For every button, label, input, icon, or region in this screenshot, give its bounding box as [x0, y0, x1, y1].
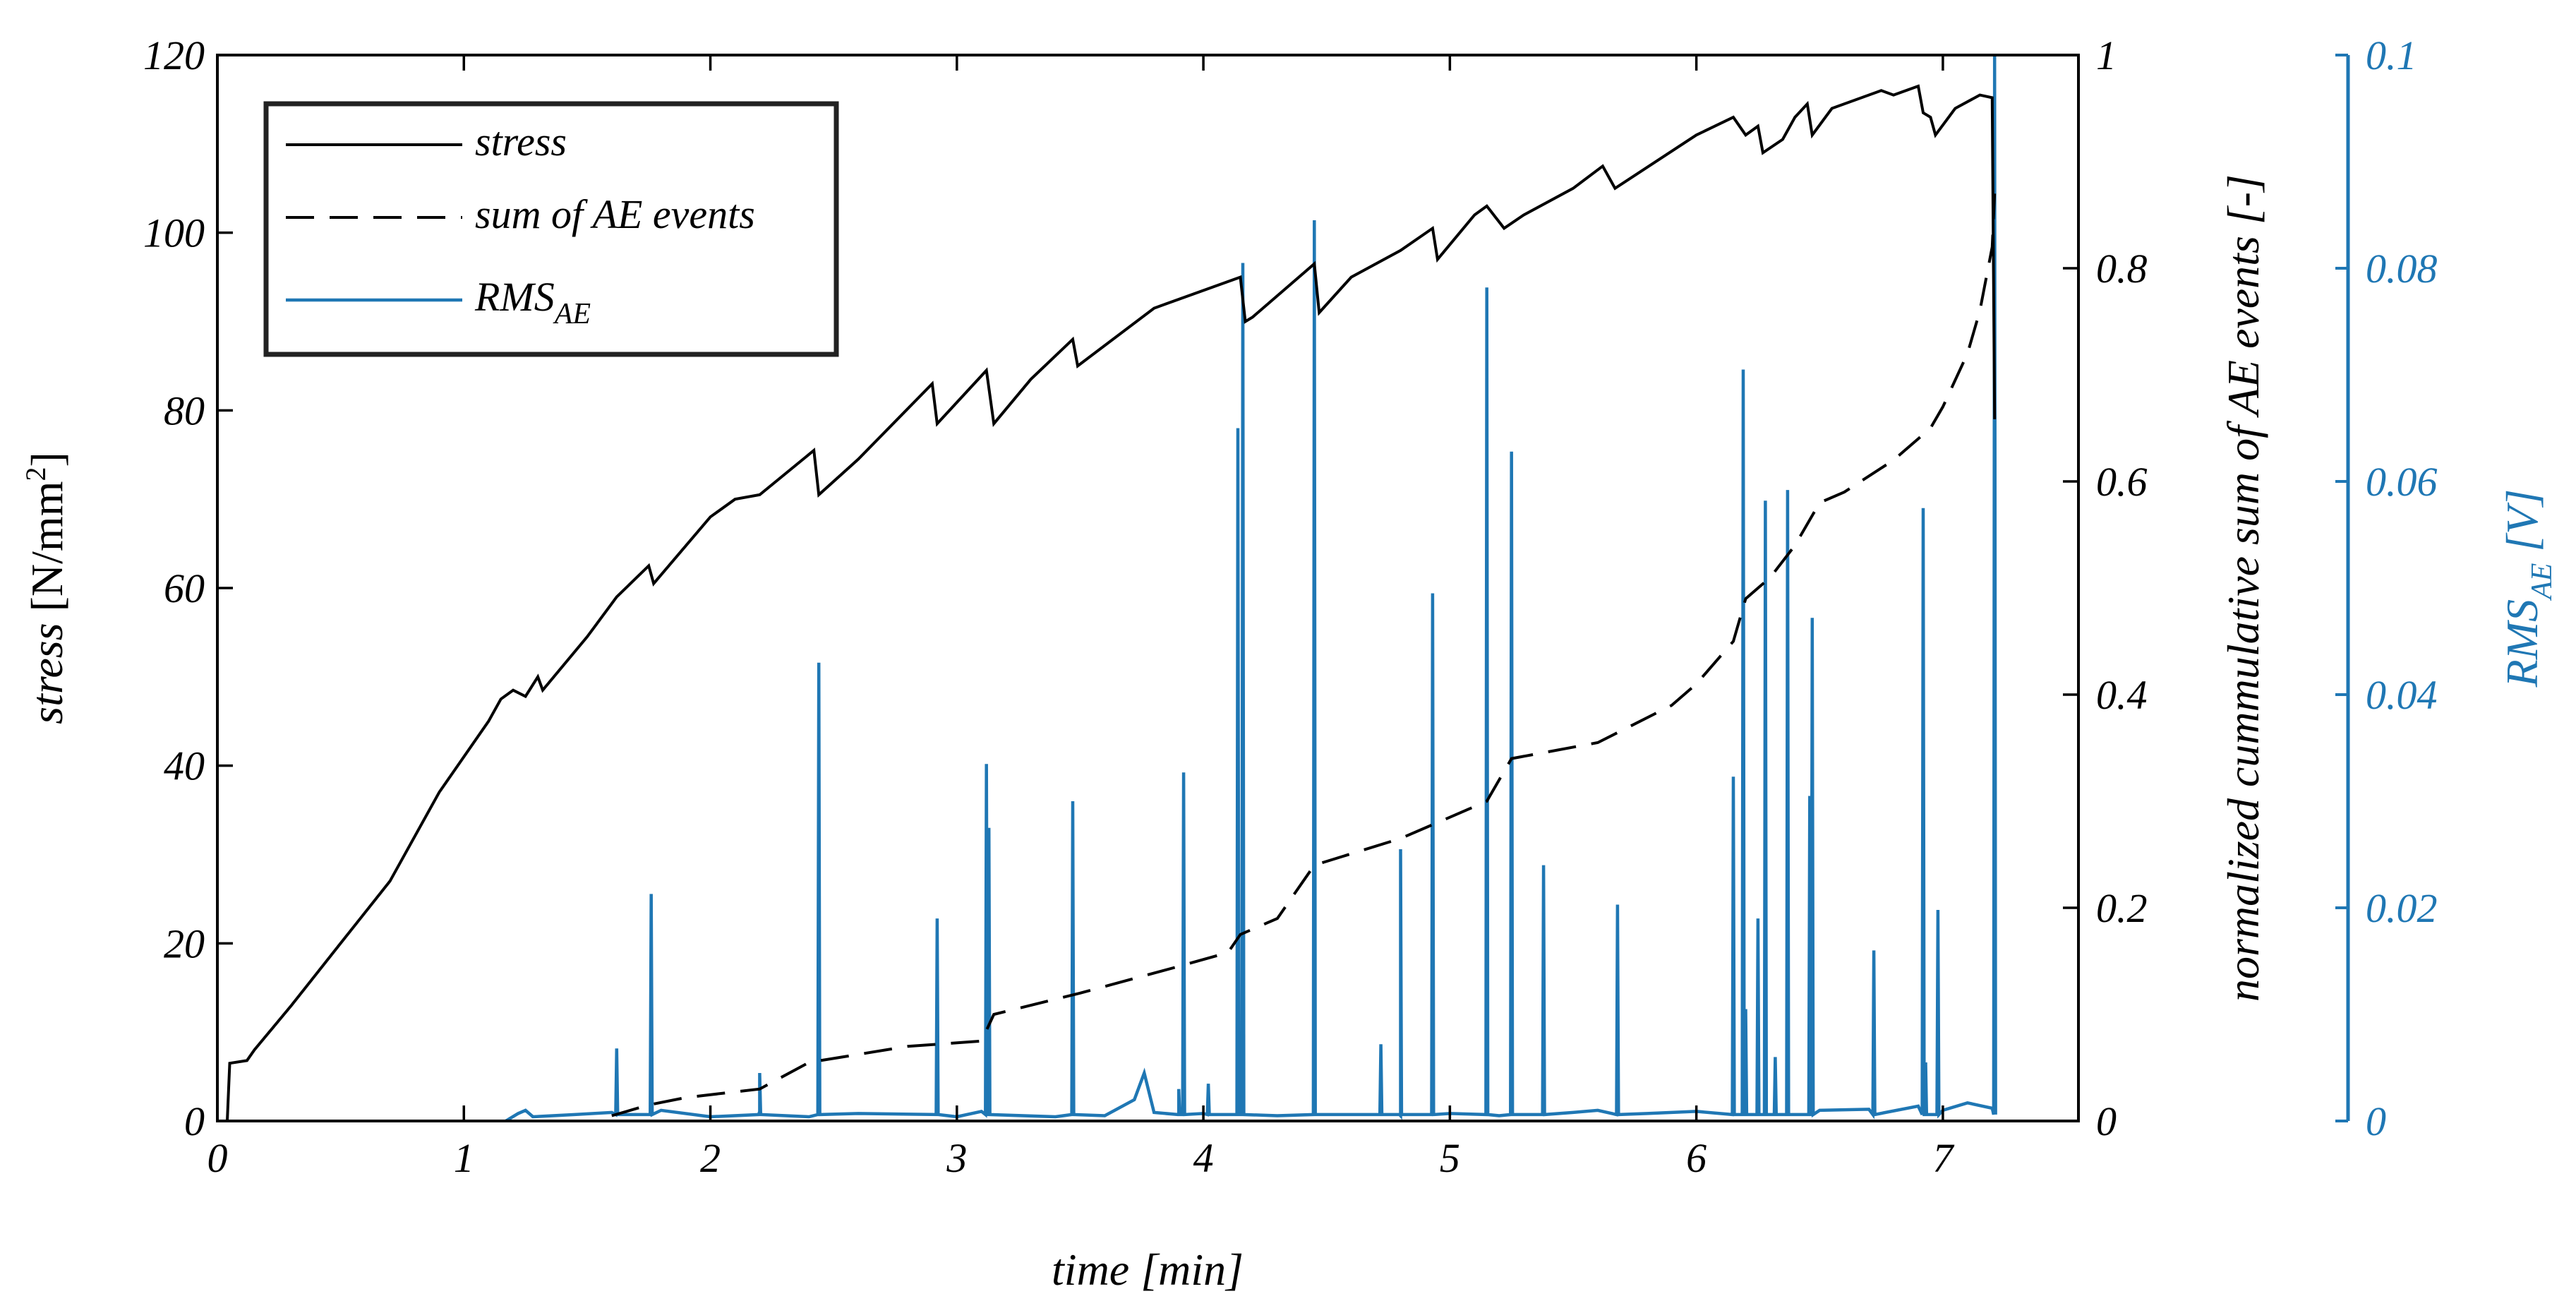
legend: stress sum of AE events RMSAE [263, 101, 839, 357]
y-right2-tick-label-0: 0 [2366, 1098, 2386, 1144]
y-right2-tick-label-1: 0.02 [2366, 885, 2438, 931]
y-left-axis-title: stress [N/mm2] [20, 452, 72, 724]
y-left-tick-label-1: 20 [164, 921, 205, 966]
y-right-tick-label-1: 0.2 [2096, 885, 2148, 931]
y-left-title-main: stress [22, 611, 72, 724]
y-left-tick-label-0: 0 [184, 1098, 205, 1144]
series-sum-ae-events [611, 193, 1997, 1117]
y-right-ticks: 0 0.2 0.4 0.6 0.8 1 [2063, 32, 2148, 1144]
y-right2-tick-label-4: 0.08 [2366, 246, 2438, 292]
x-tick-label-2: 2 [700, 1135, 721, 1181]
x-tick-label-6: 6 [1686, 1135, 1707, 1181]
y-right-tick-label-4: 0.8 [2096, 246, 2148, 292]
legend-label-rms: RMSAE [474, 274, 591, 330]
y-right2-tick-label-3: 0.06 [2366, 459, 2438, 505]
plot-lines [226, 54, 1997, 1122]
x-tick-label-7: 7 [1932, 1135, 1954, 1181]
y-right2-axis-title: RMSAE [V] [2497, 489, 2558, 688]
x-axis-title: time [min] [1052, 1245, 1244, 1295]
y-right2-title-main: RMS [2497, 599, 2547, 688]
y-right2-title-unit: [V] [2497, 489, 2547, 563]
y-left-tick-label-4: 80 [164, 388, 205, 433]
y-left-tick-label-3: 60 [164, 565, 205, 611]
y-right-tick-label-5: 1 [2096, 32, 2117, 78]
x-tick-label-3: 3 [946, 1135, 967, 1181]
y-left-title-sup: 2 [20, 467, 52, 481]
legend-label-rms-main: RMS [474, 274, 555, 320]
y-right2-tick-label-5: 0.1 [2366, 32, 2417, 78]
x-ticks: 0 1 2 3 4 5 6 7 [207, 55, 1954, 1181]
series-stress [226, 84, 1997, 1122]
y-left-tick-label-2: 40 [164, 743, 205, 789]
legend-label-rms-sub: AE [553, 298, 591, 330]
x-tick-label-1: 1 [454, 1135, 474, 1181]
y-right-axis-title: normalized cummulative sum of AE events … [2218, 174, 2268, 1002]
y-right2-tick-label-2: 0.04 [2366, 672, 2438, 718]
x-tick-label-5: 5 [1440, 1135, 1460, 1181]
y-right-tick-label-2: 0.4 [2096, 672, 2148, 718]
x-tick-label-0: 0 [207, 1135, 228, 1181]
y-right-tick-label-3: 0.6 [2096, 459, 2148, 505]
y-right2-title-sub: AE [2526, 563, 2558, 601]
y-left-tick-label-6: 120 [143, 32, 205, 78]
series-rms-ae [505, 54, 1997, 1122]
x-tick-label-4: 4 [1193, 1135, 1214, 1181]
y-left-ticks: 0 20 40 60 80 100 120 [143, 32, 233, 1144]
y-left-title-unit: [N/mm [22, 481, 72, 612]
y-right2-ticks: 0 0.02 0.04 0.06 0.08 0.1 [2335, 32, 2438, 1144]
y-left-title-end: ] [22, 452, 72, 467]
y-left-tick-label-5: 100 [143, 210, 205, 256]
legend-label-stress: stress [475, 119, 567, 164]
y-right-tick-label-0: 0 [2096, 1098, 2117, 1144]
legend-label-sum: sum of AE events [475, 191, 755, 237]
